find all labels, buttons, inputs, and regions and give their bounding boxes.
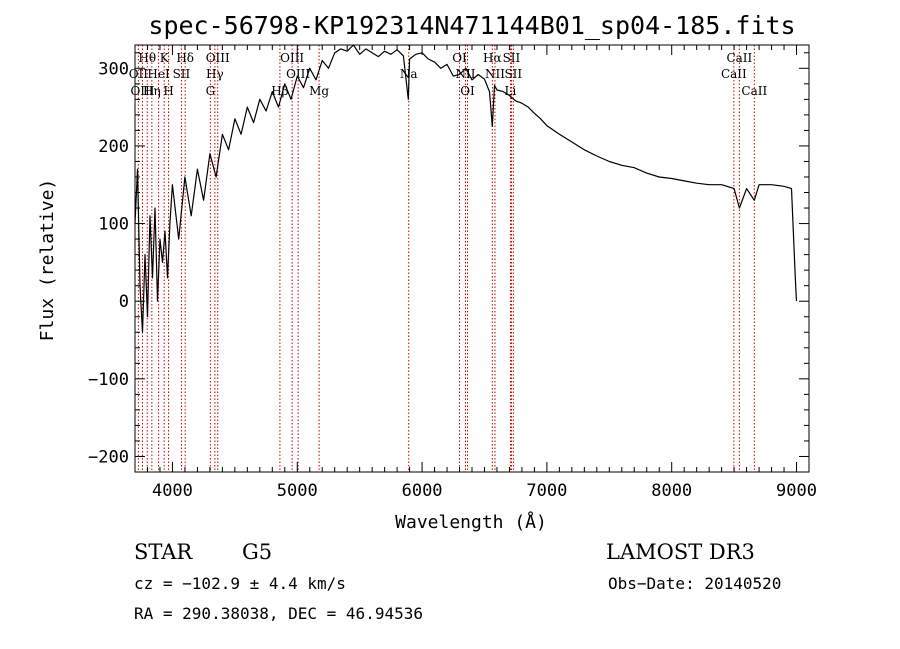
marker-label-21: NII — [485, 67, 505, 81]
y-tick-label-5: 300 — [98, 59, 129, 79]
observation-date: Obs−Date: 20140520 — [608, 574, 781, 593]
marker-label-5: Hη — [143, 84, 161, 98]
marker-label-10: Hγ — [206, 67, 224, 81]
marker-label-16: Na — [400, 67, 418, 81]
y-tick-label-0: −200 — [88, 447, 129, 467]
survey-name: LAMOST DR3 — [606, 540, 755, 564]
marker-label-3: K — [160, 51, 170, 65]
object-subclass: G5 — [242, 540, 272, 564]
marker-label-20: Hα — [483, 51, 502, 65]
marker-label-13: OIII — [286, 67, 310, 81]
y-tick-label-3: 100 — [98, 215, 129, 235]
marker-label-6: H — [163, 84, 173, 98]
marker-label-12: OIII — [280, 51, 304, 65]
marker-label-17: OI — [452, 51, 467, 65]
marker-label-25: CaII — [726, 51, 752, 65]
redshift-cz: cz = −102.9 ± 4.4 km/s — [134, 574, 346, 593]
marker-label-24: SII — [504, 67, 522, 81]
plot-frame — [134, 44, 810, 473]
marker-label-2: OIII — [130, 84, 154, 98]
marker-label-11: G — [206, 84, 216, 98]
marker-label-19: OI — [460, 84, 475, 98]
chart-title: spec-56798-KP192314N471144B01_sp04-185.f… — [148, 11, 795, 40]
marker-label-26: CaII — [721, 67, 747, 81]
x-tick-label-3: 7000 — [526, 481, 567, 501]
x-tick-label-4: 8000 — [651, 481, 692, 501]
marker-label-18: NII — [456, 67, 476, 81]
line-markers — [137, 45, 755, 472]
marker-label-22: Li — [505, 84, 517, 98]
marker-label-7: SII — [173, 67, 191, 81]
x-axis-label: Wavelength (Å) — [395, 511, 547, 533]
x-tick-label-1: 5000 — [277, 481, 318, 501]
y-tick-label-4: 200 — [98, 137, 129, 157]
y-tick-label-1: −100 — [88, 370, 129, 390]
ra-dec-coordinates: RA = 290.38038, DEC = 46.94536 — [134, 604, 423, 623]
marker-label-4: HeI — [147, 67, 170, 81]
x-tick-label-5: 9000 — [776, 481, 817, 501]
marker-label-8: Hδ — [176, 51, 194, 65]
marker-label-27: CaII — [741, 84, 767, 98]
object-class: STAR — [134, 540, 193, 564]
axis-ticks: 4000 5000 6000 7000 8000 9000 −200 −100 0 100 200 3… — [88, 45, 817, 501]
y-tick-label-2: 0 — [119, 292, 129, 312]
y-axis-label: Flux (relative) — [37, 179, 58, 342]
marker-label-1: OII — [129, 67, 149, 81]
marker-label-0: Hθ — [138, 51, 156, 65]
marker-label-23: SII — [503, 51, 521, 65]
x-tick-label-2: 6000 — [402, 481, 443, 501]
marker-label-15: Mg — [309, 84, 329, 98]
marker-label-14: Hβ — [271, 84, 288, 98]
axes — [134, 44, 810, 473]
marker-label-9: OIII — [206, 51, 230, 65]
x-tick-label-0: 4000 — [152, 481, 193, 501]
